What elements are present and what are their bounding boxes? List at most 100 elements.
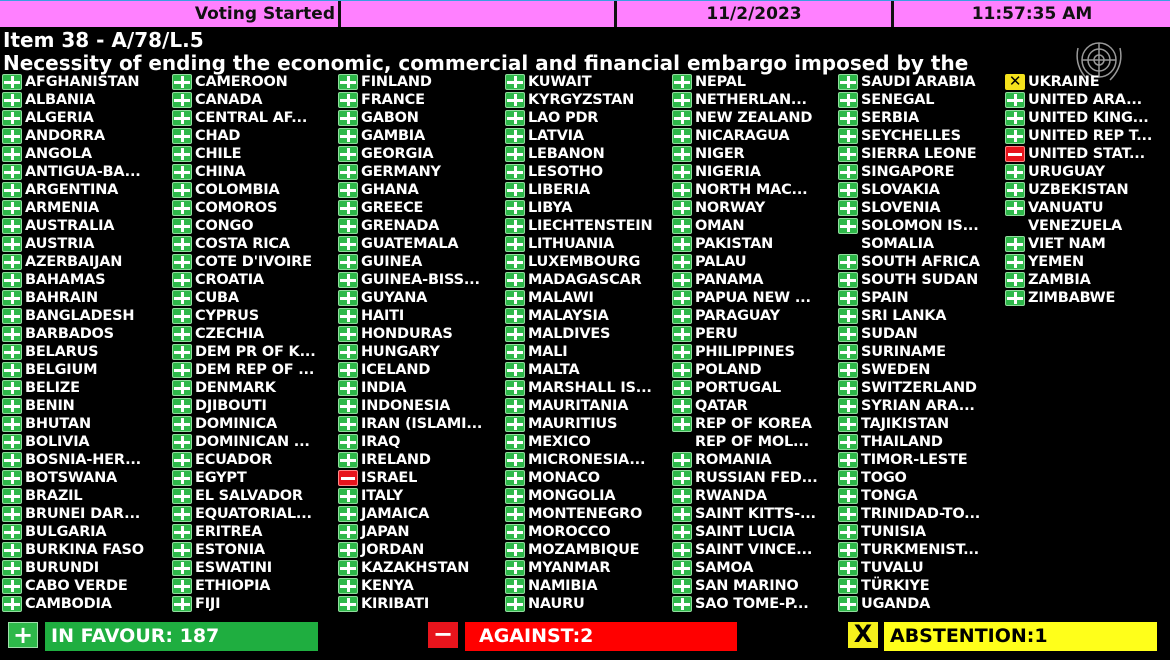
plus-icon [672, 398, 692, 414]
country-row: BAHRAIN [2, 289, 144, 307]
country-row: CABO VERDE [2, 577, 144, 595]
country-row: AZERBAIJAN [2, 253, 144, 271]
country-name: JORDAN [361, 542, 425, 558]
country-name: MONGOLIA [528, 488, 616, 504]
country-row: NIGERIA [672, 163, 818, 181]
country-name: TAJIKISTAN [861, 416, 949, 432]
country-name: SURINAME [861, 344, 946, 360]
country-row: PAKISTAN [672, 235, 818, 253]
country-row: ROMANIA [672, 451, 818, 469]
plus-icon [505, 416, 525, 432]
country-name: LAO PDR [528, 110, 599, 126]
country-name: ANTIGUA-BA... [25, 164, 141, 180]
country-name: CONGO [195, 218, 254, 234]
plus-icon [338, 596, 358, 612]
country-row: MALTA [505, 361, 652, 379]
country-row: THAILAND [838, 433, 980, 451]
plus-icon [505, 452, 525, 468]
country-name: CUBA [195, 290, 239, 306]
country-name: MALDIVES [528, 326, 611, 342]
country-name: ECUADOR [195, 452, 273, 468]
country-row: GEORGIA [338, 145, 482, 163]
country-name: AZERBAIJAN [25, 254, 123, 270]
country-row: DOMINICAN ... [172, 433, 316, 451]
country-row: MOZAMBIQUE [505, 541, 652, 559]
plus-icon [672, 362, 692, 378]
plus-icon [505, 326, 525, 342]
country-row: CYPRUS [172, 307, 316, 325]
country-name: SRI LANKA [861, 308, 947, 324]
country-row: MICRONESIA... [505, 451, 652, 469]
plus-icon [2, 326, 22, 342]
plus-icon [672, 488, 692, 504]
country-row: SAO TOME-P... [672, 595, 818, 613]
country-row: QATAR [672, 397, 818, 415]
country-name: PANAMA [695, 272, 764, 288]
plus-icon [172, 308, 192, 324]
plus-icon [2, 110, 22, 126]
country-name: MAURITIUS [528, 416, 618, 432]
country-row: LUXEMBOURG [505, 253, 652, 271]
country-name: COTE D'IVOIRE [195, 254, 312, 270]
plus-icon [505, 362, 525, 378]
country-row: TONGA [838, 487, 980, 505]
country-name: JAMAICA [361, 506, 430, 522]
country-row: ECUADOR [172, 451, 316, 469]
plus-icon [505, 128, 525, 144]
country-name: QATAR [695, 398, 748, 414]
country-name: SOLOMON IS... [861, 218, 979, 234]
country-row: URUGUAY [1005, 163, 1152, 181]
country-name: ERITREA [195, 524, 263, 540]
plus-icon [2, 272, 22, 288]
country-name: PAKISTAN [695, 236, 774, 252]
plus-icon [172, 164, 192, 180]
country-row: CAMEROON [172, 73, 316, 91]
country-row: PORTUGAL [672, 379, 818, 397]
plus-icon [838, 74, 858, 90]
country-row: LEBANON [505, 145, 652, 163]
country-name: PERU [695, 326, 738, 342]
country-name: NAMIBIA [528, 578, 598, 594]
country-name: CROATIA [195, 272, 264, 288]
country-row: LITHUANIA [505, 235, 652, 253]
country-name: SPAIN [861, 290, 909, 306]
country-name: REP OF MOL... [695, 434, 809, 450]
plus-icon [838, 308, 858, 324]
plus-icon [672, 578, 692, 594]
country-row: BURUNDI [2, 559, 144, 577]
country-name: TÜRKIYE [861, 578, 930, 594]
country-name: BRAZIL [25, 488, 83, 504]
country-name: SINGAPORE [861, 164, 955, 180]
country-name: HUNGARY [361, 344, 440, 360]
plus-icon [338, 92, 358, 108]
country-name: TURKMENIST... [861, 542, 979, 558]
country-name: FINLAND [361, 74, 432, 90]
plus-icon [2, 560, 22, 576]
plus-icon [505, 272, 525, 288]
country-name: SWITZERLAND [861, 380, 977, 396]
country-row: BOSNIA-HER... [2, 451, 144, 469]
country-name: CHAD [195, 128, 241, 144]
plus-icon [672, 146, 692, 162]
plus-icon [338, 182, 358, 198]
country-row: HAITI [338, 307, 482, 325]
plus-icon [172, 416, 192, 432]
country-name: DENMARK [195, 380, 276, 396]
country-name: UNITED STAT... [1028, 146, 1145, 162]
country-name: COLOMBIA [195, 182, 280, 198]
country-row: CHINA [172, 163, 316, 181]
country-row: SPAIN [838, 289, 980, 307]
country-name: MAURITANIA [528, 398, 629, 414]
country-row: UNITED REP T... [1005, 127, 1152, 145]
country-row: UNITED ARA... [1005, 91, 1152, 109]
plus-icon [672, 380, 692, 396]
country-row: FRANCE [338, 91, 482, 109]
plus-icon [505, 74, 525, 90]
plus-icon [672, 416, 692, 432]
country-name: DOMINICAN ... [195, 434, 310, 450]
plus-icon [2, 74, 22, 90]
country-name: UNITED KING... [1028, 110, 1149, 126]
country-row: AFGHANISTAN [2, 73, 144, 91]
country-name: SLOVAKIA [861, 182, 940, 198]
country-row: ANTIGUA-BA... [2, 163, 144, 181]
